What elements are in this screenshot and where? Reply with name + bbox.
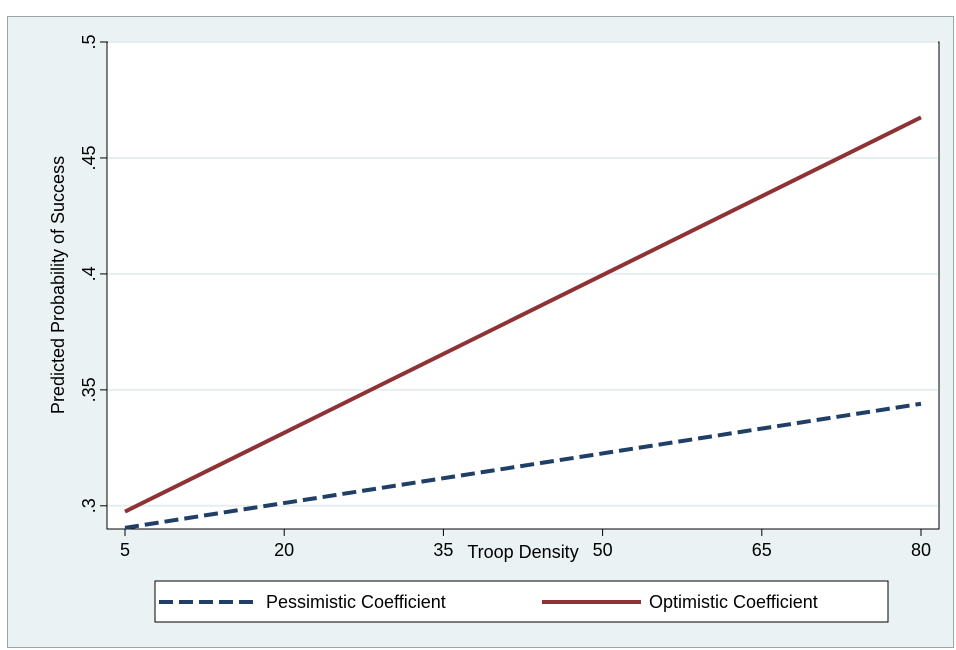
y-tick-label: .3 — [79, 498, 99, 513]
x-axis-title: Troop Density — [467, 542, 578, 562]
legend-box — [154, 580, 889, 623]
plot-area — [106, 41, 940, 530]
chart-frame: .3 .35 .4 .45 .5 5 20 35 50 65 80 Troop Density Pr… — [7, 16, 954, 648]
y-axis-title: Predicted Probability of Success — [48, 156, 68, 414]
x-tick-label: 80 — [911, 540, 931, 560]
x-tick-label: 5 — [120, 540, 130, 560]
line-chart: .3 .35 .4 .45 .5 5 20 35 50 65 80 Troop Density Pr… — [48, 34, 940, 623]
legend-label-pessimistic: Pessimistic Coefficient — [266, 592, 446, 612]
series-line-optimistic — [124, 115, 922, 514]
y-tick-label: .4 — [79, 266, 99, 281]
x-tick-label: 50 — [593, 540, 613, 560]
series-line-pessimistic — [124, 401, 922, 530]
y-tick-label: .45 — [79, 145, 99, 170]
axes: .3 .35 .4 .45 .5 5 20 35 50 65 80 — [79, 34, 931, 560]
x-tick-label: 35 — [433, 540, 453, 560]
y-tick-label: .5 — [79, 34, 99, 49]
y-tick-label: .35 — [79, 377, 99, 402]
series-lines — [124, 115, 922, 530]
x-tick-label: 20 — [274, 540, 294, 560]
x-tick-label: 65 — [752, 540, 772, 560]
legend: Pessimistic Coefficient Optimistic Coeff… — [154, 580, 889, 623]
grid-lines — [108, 41, 938, 507]
legend-label-optimistic: Optimistic Coefficient — [649, 592, 818, 612]
